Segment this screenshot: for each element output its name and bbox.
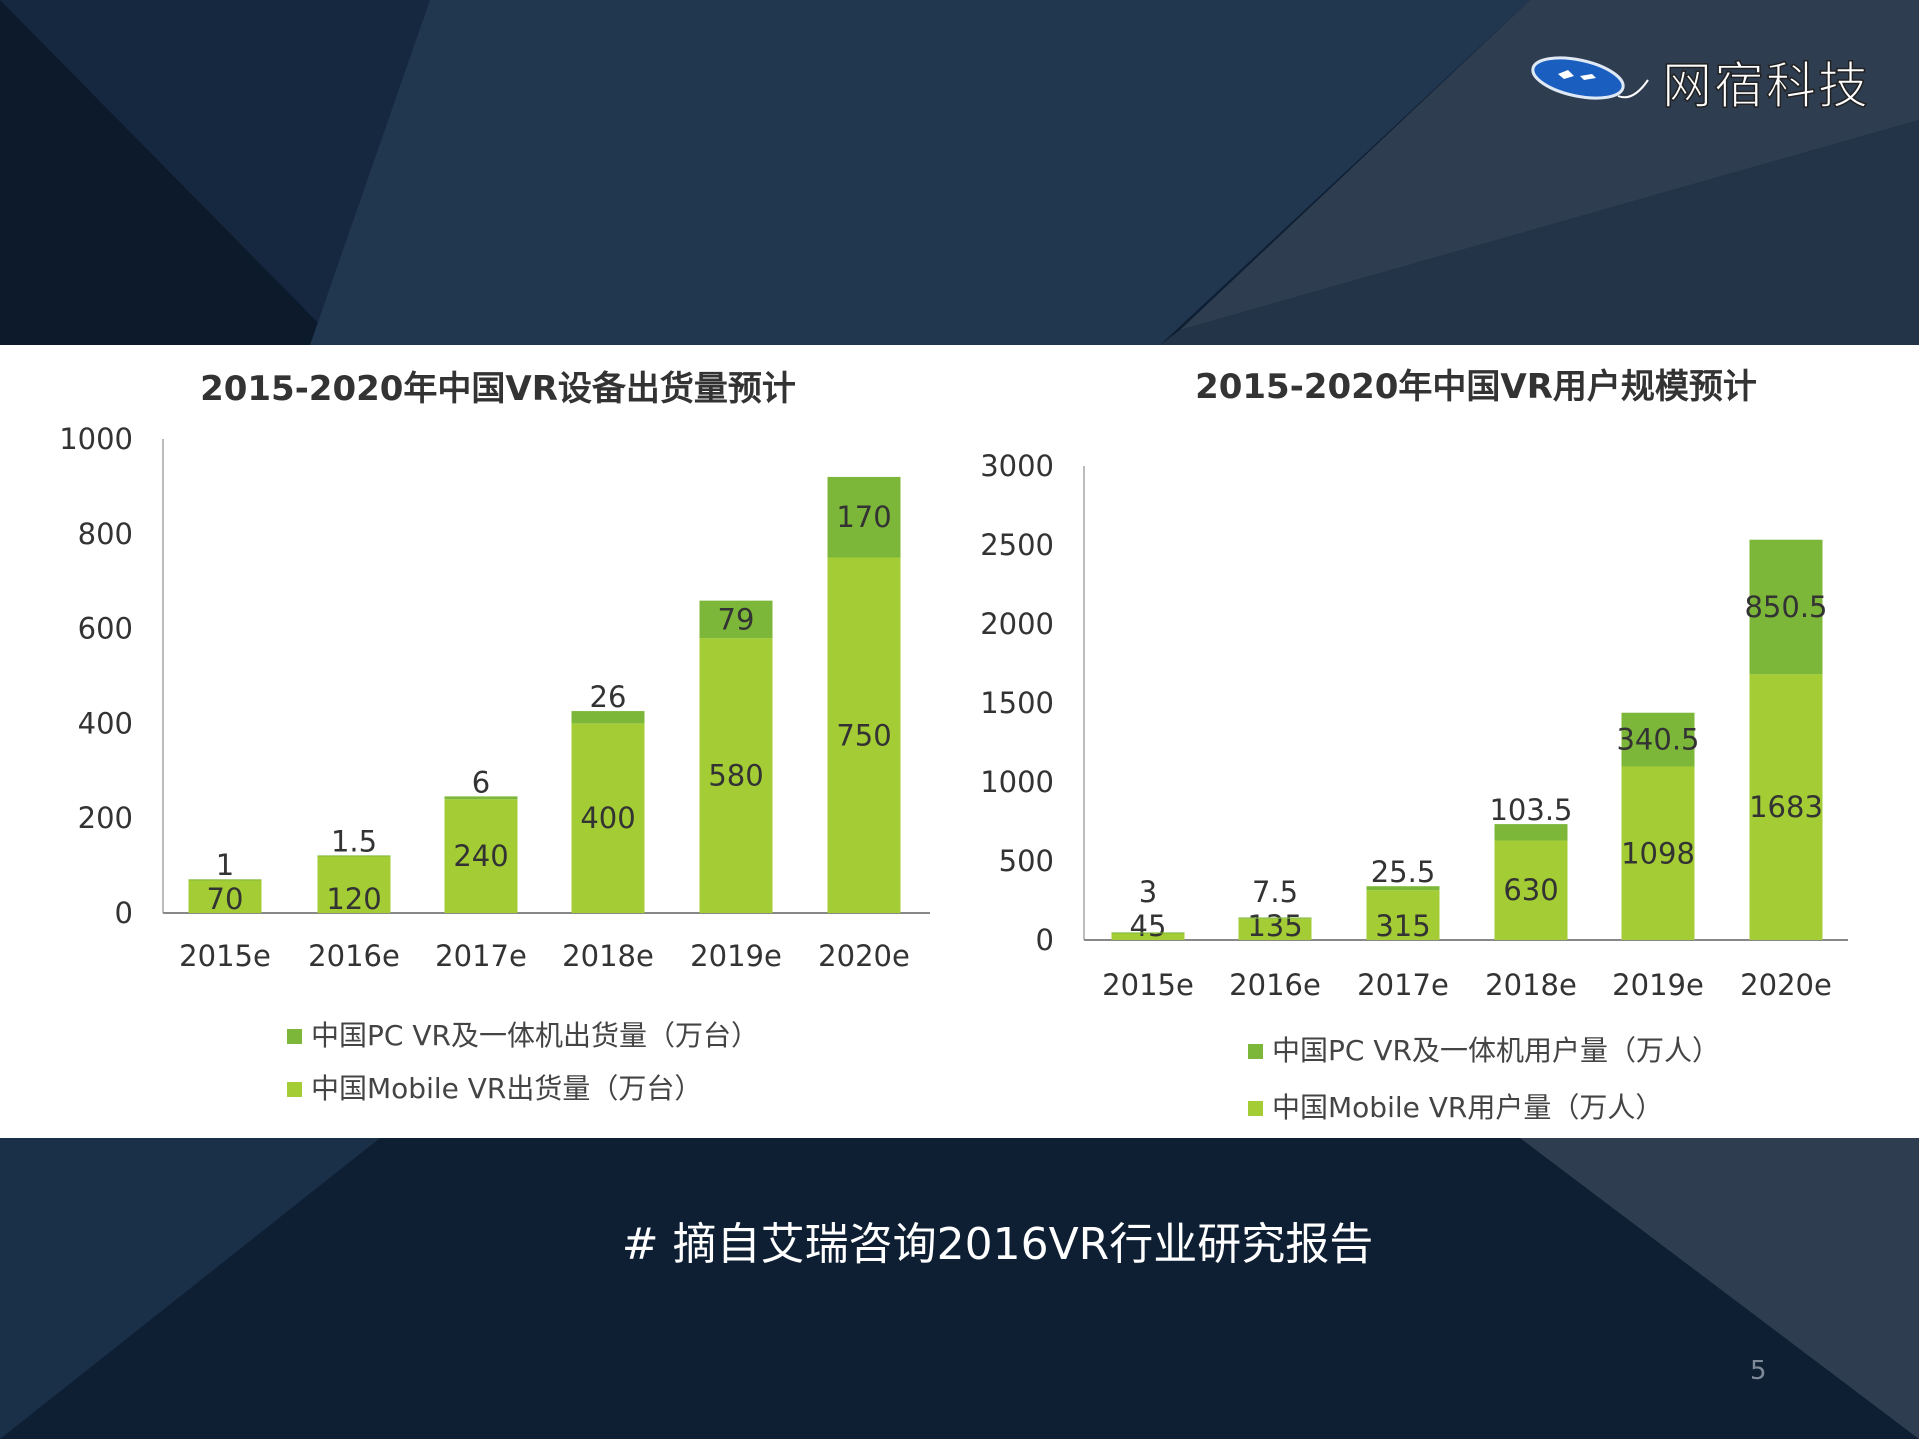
- y-tick-label: 500: [999, 844, 1054, 878]
- logo-text: 网宿科技: [1661, 56, 1870, 116]
- bar-mobile: [699, 638, 773, 913]
- chart-title: 2015-2020年中国VR用户规模预计: [1195, 367, 1757, 407]
- data-label: 240: [453, 839, 508, 873]
- x-tick-label: 2018e: [562, 939, 654, 973]
- x-tick-label: 2016e: [1229, 968, 1321, 1002]
- bar-mobile: [1749, 674, 1823, 940]
- data-label: 6: [472, 765, 490, 799]
- y-tick-label: 2500: [980, 528, 1054, 562]
- chart-title: 2015-2020年中国VR设备出货量预计: [200, 369, 796, 409]
- data-label: 25.5: [1371, 855, 1436, 889]
- bar-mobile: [444, 799, 518, 913]
- y-tick-label: 800: [78, 517, 133, 551]
- data-label: 850.5: [1744, 590, 1827, 624]
- source-note: # 摘自艾瑞咨询2016VR行业研究报告: [621, 1219, 1374, 1270]
- y-tick-label: 0: [115, 896, 133, 930]
- x-tick-label: 2018e: [1485, 968, 1577, 1002]
- legend-swatch: [287, 1082, 302, 1097]
- x-tick-label: 2019e: [690, 939, 782, 973]
- y-tick-label: 1500: [980, 686, 1054, 720]
- legend-swatch: [1248, 1101, 1263, 1116]
- bar-mobile: [1494, 840, 1568, 940]
- bar-pc: [699, 600, 773, 639]
- data-label: 1: [216, 848, 234, 882]
- bar-pc: [1111, 932, 1185, 934]
- x-tick-label: 2020e: [818, 939, 910, 973]
- bar-mobile: [571, 723, 645, 913]
- bar-pc: [1494, 824, 1568, 841]
- x-tick-label: 2019e: [1612, 968, 1704, 1002]
- legend-label: 中国PC VR及一体机用户量（万人）: [1272, 1034, 1720, 1067]
- bar-pc: [1749, 539, 1823, 675]
- data-label: 120: [326, 882, 381, 916]
- y-tick-label: 0: [1036, 923, 1054, 957]
- y-tick-label: 2000: [980, 607, 1054, 641]
- bar-pc: [1238, 917, 1312, 919]
- x-tick-label: 2015e: [1102, 968, 1194, 1002]
- bar-mobile: [827, 557, 901, 913]
- data-label: 750: [836, 718, 891, 752]
- data-label: 340.5: [1616, 723, 1699, 757]
- data-label: 1.5: [331, 824, 377, 858]
- bar-mobile: [1366, 890, 1440, 940]
- legend-label: 中国Mobile VR出货量（万台）: [311, 1072, 702, 1105]
- bar-pc: [827, 476, 901, 558]
- bar-mobile: [188, 879, 262, 913]
- data-label: 400: [580, 801, 635, 835]
- x-tick-label: 2016e: [308, 939, 400, 973]
- bar-pc: [317, 855, 391, 857]
- data-label: 135: [1247, 909, 1302, 943]
- data-label: 1098: [1621, 836, 1695, 870]
- bar-mobile: [1111, 932, 1185, 940]
- bar-pc: [1621, 712, 1695, 767]
- legend-label: 中国PC VR及一体机出货量（万台）: [311, 1019, 759, 1052]
- bar-pc: [188, 879, 262, 881]
- data-label: 580: [708, 759, 763, 793]
- page-number: 5: [1750, 1356, 1767, 1386]
- x-tick-label: 2020e: [1740, 968, 1832, 1002]
- company-logo: 网宿科技: [1528, 46, 1870, 118]
- bar-mobile: [317, 856, 391, 913]
- y-tick-label: 1000: [59, 422, 133, 456]
- data-label: 79: [718, 602, 755, 636]
- data-label: 70: [207, 882, 244, 916]
- legend-swatch: [1248, 1044, 1263, 1059]
- y-tick-label: 1000: [980, 765, 1054, 799]
- legend-label: 中国Mobile VR用户量（万人）: [1272, 1091, 1663, 1124]
- data-label: 1683: [1749, 790, 1823, 824]
- mascot-logo-icon: [1531, 56, 1649, 100]
- y-tick-label: 3000: [980, 449, 1054, 483]
- data-label: 26: [590, 680, 627, 714]
- data-label: 3: [1139, 875, 1157, 909]
- x-tick-label: 2017e: [435, 939, 527, 973]
- bar-pc: [444, 796, 518, 800]
- legend-swatch: [287, 1029, 302, 1044]
- y-tick-label: 200: [78, 801, 133, 835]
- bar-pc: [1366, 886, 1440, 891]
- data-label: 103.5: [1489, 793, 1572, 827]
- y-tick-label: 400: [78, 706, 133, 740]
- bar-mobile: [1238, 918, 1312, 940]
- bar-pc: [571, 711, 645, 724]
- data-label: 170: [836, 500, 891, 534]
- y-tick-label: 600: [78, 612, 133, 646]
- data-label: 630: [1503, 873, 1558, 907]
- data-label: 7.5: [1252, 875, 1298, 909]
- x-tick-label: 2015e: [179, 939, 271, 973]
- x-tick-label: 2017e: [1357, 968, 1449, 1002]
- bar-mobile: [1621, 766, 1695, 940]
- data-label: 315: [1375, 909, 1430, 943]
- content-panel: [0, 345, 1919, 1138]
- data-label: 45: [1130, 909, 1167, 943]
